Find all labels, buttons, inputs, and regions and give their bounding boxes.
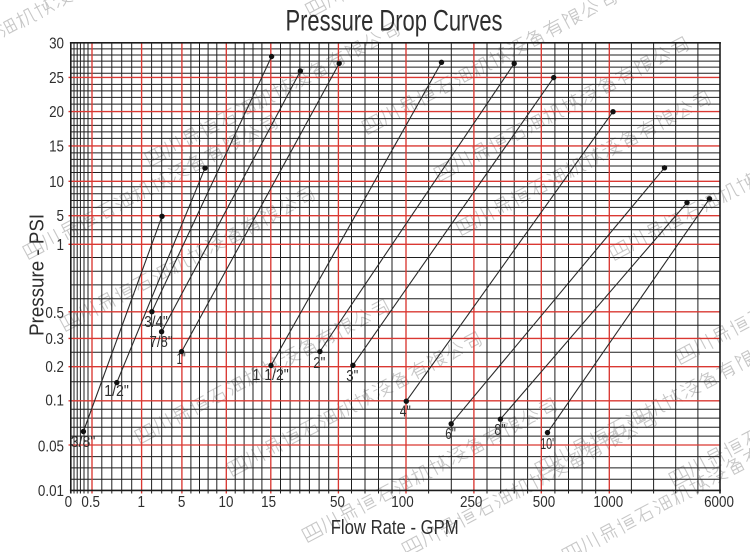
svg-text:6000: 6000 [704, 494, 734, 511]
svg-text:1/2": 1/2" [104, 383, 129, 400]
svg-text:8": 8" [494, 422, 506, 439]
svg-text:Pressure Drop Curves: Pressure Drop Curves [286, 5, 503, 38]
svg-text:1": 1" [177, 351, 186, 368]
svg-text:0.5: 0.5 [81, 494, 100, 511]
svg-text:30: 30 [49, 35, 64, 52]
svg-text:10: 10 [49, 174, 64, 191]
svg-text:1: 1 [138, 494, 146, 511]
svg-text:10: 10 [219, 494, 234, 511]
svg-text:5: 5 [57, 208, 65, 225]
svg-text:0: 0 [65, 494, 73, 511]
svg-text:5: 5 [178, 494, 186, 511]
svg-text:1000: 1000 [593, 494, 623, 511]
svg-text:1 1/2": 1 1/2" [253, 367, 289, 384]
svg-text:100: 100 [391, 494, 413, 511]
svg-text:0.1: 0.1 [45, 393, 64, 410]
svg-text:7/8": 7/8" [150, 334, 173, 351]
svg-text:20: 20 [49, 104, 64, 121]
svg-text:15: 15 [261, 494, 276, 511]
svg-text:0.2: 0.2 [45, 359, 64, 376]
svg-text:3/8": 3/8" [71, 434, 96, 451]
svg-text:6": 6" [445, 426, 456, 443]
svg-text:15: 15 [49, 138, 64, 155]
svg-text:1: 1 [57, 237, 65, 254]
svg-text:250: 250 [460, 494, 482, 511]
svg-text:25: 25 [49, 70, 64, 87]
svg-text:0.01: 0.01 [38, 483, 64, 500]
svg-text:3": 3" [346, 368, 358, 385]
svg-text:0.3: 0.3 [45, 331, 64, 348]
svg-text:Pressure - PSI: Pressure - PSI [27, 214, 49, 336]
svg-text:10": 10" [540, 436, 556, 453]
svg-text:3/4": 3/4" [144, 314, 168, 331]
svg-text:50: 50 [330, 494, 345, 511]
svg-text:0.05: 0.05 [38, 438, 64, 455]
svg-text:0.5: 0.5 [45, 305, 64, 322]
svg-text:2": 2" [313, 355, 325, 372]
svg-text:Flow Rate - GPM: Flow Rate - GPM [331, 517, 459, 539]
svg-text:4": 4" [400, 404, 411, 421]
svg-text:500: 500 [533, 494, 555, 511]
